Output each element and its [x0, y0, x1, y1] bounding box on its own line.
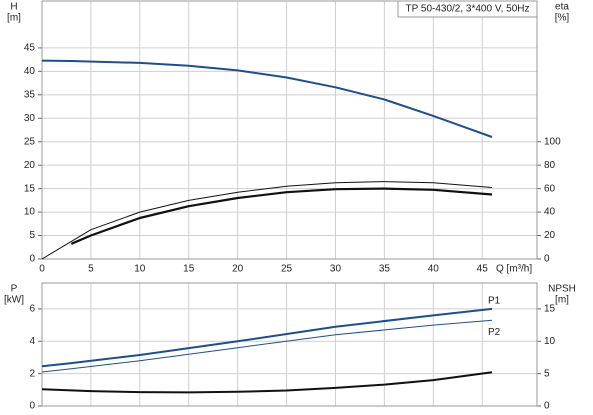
y-axis-unit: [m] [7, 13, 21, 24]
x-tick-label: 15 [183, 264, 195, 275]
annotation-box [397, 0, 538, 18]
y2-tick-label: 80 [544, 160, 556, 171]
y-tick-label: 2 [29, 368, 35, 379]
y2-tick-label: 5 [544, 368, 550, 379]
y2-tick-label: 100 [544, 136, 561, 147]
y2-tick-label: 20 [544, 230, 556, 241]
x-axis-label: Q [m³/h] [496, 264, 532, 275]
x-tick-label: 0 [39, 264, 45, 275]
y2-axis-unit: [%] [555, 13, 570, 24]
y-tick-label: 25 [24, 136, 36, 147]
y2-axis-unit: [m] [555, 295, 569, 306]
x-tick-label: 5 [88, 264, 94, 275]
y-tick-label: 10 [24, 207, 36, 218]
curve [41, 307, 493, 368]
y-tick-label: 6 [29, 304, 35, 315]
curve-label: P2 [488, 327, 501, 338]
y-axis-label: P [11, 284, 18, 295]
annotation: TP 50-430/2, 3*400 V, 50Hz [406, 4, 530, 15]
y2-axis-label: NPSH [548, 284, 576, 295]
x-tick-label: 10 [134, 264, 146, 275]
curve [41, 59, 493, 138]
y-tick-label: 35 [24, 89, 36, 100]
curve [41, 371, 493, 394]
curve [70, 187, 493, 245]
x-tick-label: 45 [477, 264, 489, 275]
x-tick-label: 20 [232, 264, 244, 275]
y-tick-label: 40 [24, 66, 36, 77]
y-tick-label: 15 [24, 183, 36, 194]
y-tick-label: 4 [29, 336, 35, 347]
curve [41, 181, 493, 260]
plot-frame [41, 282, 538, 407]
y2-tick-label: 0 [544, 254, 550, 265]
curve [41, 319, 493, 373]
y2-axis-label: eta [555, 2, 569, 13]
curve-label: P1 [488, 296, 501, 307]
y2-tick-label: 60 [544, 183, 556, 194]
y-tick-label: 0 [29, 254, 35, 265]
y-axis-label: H [10, 2, 17, 13]
x-tick-label: 35 [379, 264, 391, 275]
y-tick-label: 30 [24, 113, 36, 124]
plot-frame [41, 0, 538, 260]
y2-tick-label: 0 [544, 401, 550, 412]
y2-tick-label: 15 [544, 304, 556, 315]
y-axis-unit: [kW] [4, 295, 24, 306]
x-tick-label: 40 [428, 264, 440, 275]
y2-tick-label: 40 [544, 207, 556, 218]
x-tick-label: 30 [330, 264, 342, 275]
y-tick-label: 5 [29, 230, 35, 241]
y-tick-label: 20 [24, 160, 36, 171]
x-tick-label: 25 [281, 264, 293, 275]
y-tick-label: 45 [24, 43, 36, 54]
y2-tick-label: 10 [544, 336, 556, 347]
y-tick-label: 0 [29, 401, 35, 412]
